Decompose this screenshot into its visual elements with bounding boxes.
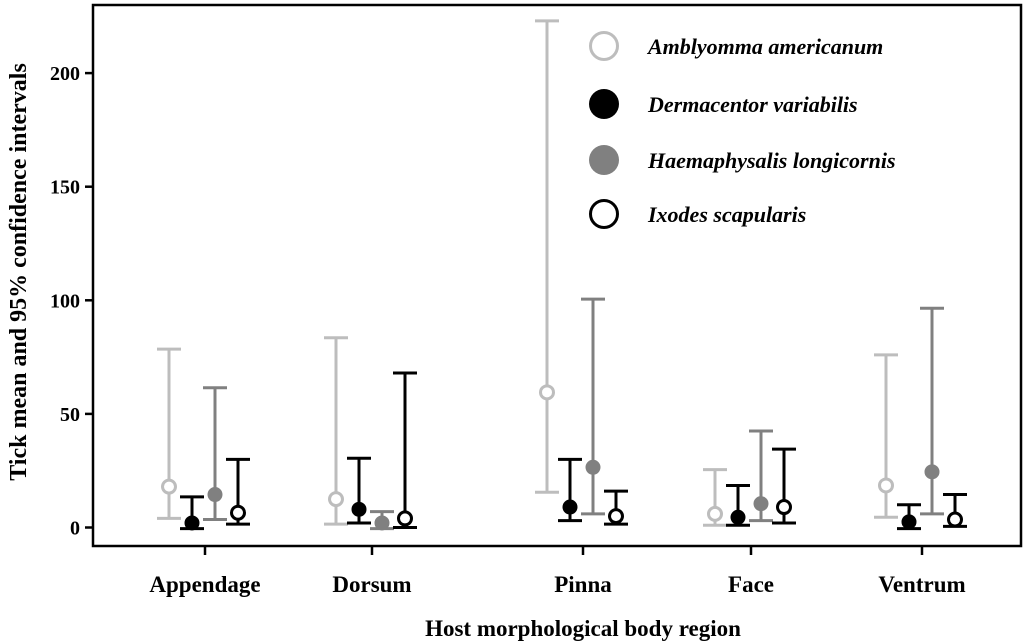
series-amblyomma-americanum — [157, 19, 898, 527]
mean-point — [707, 505, 723, 522]
mean-point — [184, 515, 200, 531]
mean-point — [585, 459, 601, 475]
mean-point — [562, 499, 578, 515]
series-dermacentor-variabilis — [180, 456, 921, 531]
x-axis: Appendage Dorsum Pinna Face Ventrum — [149, 546, 966, 597]
mean-point — [608, 508, 624, 525]
legend-marker — [589, 31, 619, 61]
y-tick-label: 100 — [50, 290, 80, 312]
legend-label: Dermacentor variabilis — [647, 92, 858, 117]
x-tick-label: Face — [728, 572, 774, 597]
mean-point — [397, 510, 413, 527]
legend-marker — [589, 145, 619, 175]
legend-label: Haemaphysalis longicornis — [647, 148, 896, 173]
mean-point — [230, 504, 246, 521]
mean-point — [539, 384, 555, 401]
x-axis-label: Host morphological body region — [425, 616, 741, 641]
x-tick-label: Appendage — [149, 572, 260, 597]
mean-point — [924, 464, 940, 480]
y-tick-label: 150 — [50, 177, 80, 199]
y-tick-label: 200 — [50, 63, 80, 85]
series-ixodes-scapularis — [226, 371, 967, 529]
legend-marker — [589, 199, 619, 229]
mean-point — [753, 496, 769, 512]
y-tick-label: 0 — [70, 518, 80, 540]
mean-point — [207, 487, 223, 503]
mean-point — [878, 477, 894, 494]
mean-point — [351, 501, 367, 517]
legend: Amblyomma americanum Dermacentor variabil… — [589, 31, 896, 229]
mean-point — [730, 509, 746, 525]
mean-point — [776, 499, 792, 516]
plot-frame — [91, 3, 1023, 548]
mean-point — [328, 491, 344, 508]
mean-point — [161, 478, 177, 495]
legend-label: Amblyomma americanum — [646, 34, 883, 59]
y-axis: 0 50 100 150 200 — [50, 63, 93, 540]
x-tick-label: Dorsum — [332, 572, 411, 597]
mean-point — [374, 515, 390, 531]
x-tick-label: Pinna — [554, 572, 612, 597]
mean-point — [901, 514, 917, 530]
x-tick-label: Ventrum — [878, 572, 965, 597]
legend-label: Ixodes scapularis — [647, 202, 806, 227]
series-haemaphysalis-longicornis — [203, 297, 944, 531]
y-tick-label: 50 — [60, 404, 80, 426]
legend-marker — [589, 89, 619, 119]
mean-point — [947, 511, 963, 528]
plot-area — [157, 19, 967, 531]
y-axis-label: Tick mean and 95% confidence intervals — [6, 63, 32, 481]
